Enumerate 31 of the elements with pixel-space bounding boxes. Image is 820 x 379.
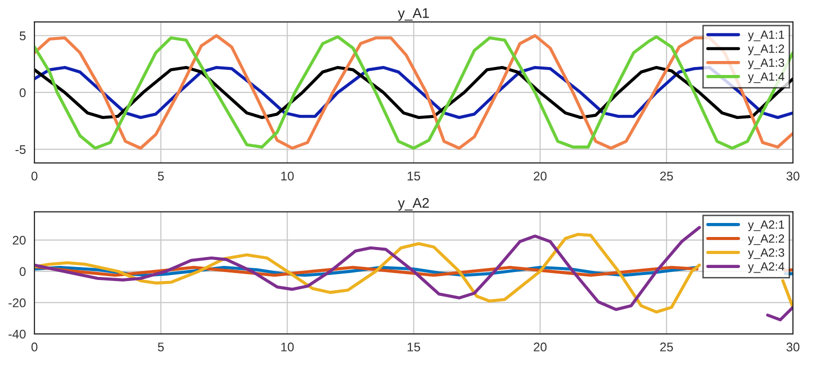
x-tick-label: 10 bbox=[281, 172, 294, 180]
y-tick-label: 0 bbox=[20, 267, 26, 276]
x-tick-label: 0 bbox=[31, 172, 38, 180]
y-tick-label: 5 bbox=[20, 32, 26, 40]
x-tick-label: 30 bbox=[786, 342, 800, 352]
x-tick-label: 15 bbox=[408, 342, 420, 352]
y-tick-label: -40 bbox=[8, 330, 26, 339]
x-tick-label: 10 bbox=[281, 342, 294, 352]
legend-label: y_A1:4 bbox=[748, 72, 784, 84]
legend-label: y_A2:3 bbox=[748, 248, 784, 260]
x-tick-label: 0 bbox=[31, 342, 38, 352]
y-tick-label: 0 bbox=[20, 88, 26, 98]
y-tick-label: -5 bbox=[16, 145, 26, 154]
chart-title: y_A2 bbox=[398, 198, 429, 211]
legend-label: y_A2:4 bbox=[748, 262, 784, 273]
legend-label: y_A1:2 bbox=[748, 44, 784, 56]
x-tick-label: 15 bbox=[408, 172, 420, 180]
chart-title: y_A1 bbox=[398, 8, 429, 21]
legend-label: y_A2:1 bbox=[748, 220, 784, 232]
y-tick-label: 20 bbox=[12, 236, 26, 245]
x-tick-label: 25 bbox=[660, 342, 673, 352]
legend-label: y_A2:2 bbox=[748, 234, 784, 246]
x-tick-label: 30 bbox=[786, 172, 800, 180]
x-tick-label: 25 bbox=[660, 172, 673, 180]
x-tick-label: 20 bbox=[534, 172, 547, 180]
x-tick-label: 20 bbox=[534, 342, 547, 352]
x-tick-label: 5 bbox=[158, 172, 164, 180]
y-tick-label: -20 bbox=[8, 298, 26, 308]
x-tick-label: 5 bbox=[158, 342, 164, 352]
legend-label: y_A1:1 bbox=[748, 30, 784, 42]
legend-label: y_A1:3 bbox=[748, 58, 784, 70]
